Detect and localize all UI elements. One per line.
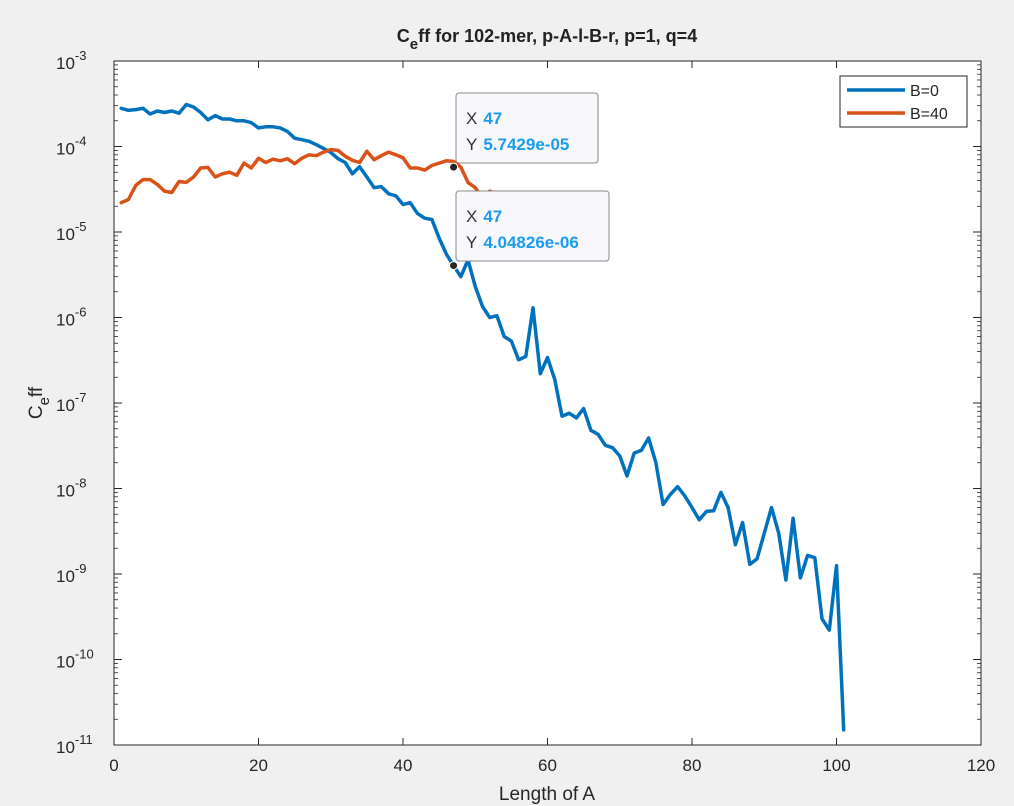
legend-label-b40: B=40 <box>910 106 948 123</box>
x-tick-label: 120 <box>967 756 995 775</box>
y-tick-label: 10-9 <box>56 561 86 586</box>
datatip-b0[interactable]: X 47 Y 4.04826e-06 <box>455 190 610 262</box>
y-tick-label: 10-4 <box>56 134 86 159</box>
y-tick-labels: 10-3 10-4 10-5 10-6 10-7 10-8 10-9 10-10 10-11 <box>56 48 94 757</box>
x-tick-label: 60 <box>538 756 557 775</box>
x-axis-label: Length of A <box>499 784 595 805</box>
datatip-box <box>455 92 599 164</box>
axis-ticks <box>113 60 982 746</box>
datatip-marker-b40[interactable] <box>449 162 459 172</box>
plot-area[interactable] <box>113 60 982 746</box>
y-tick-label: 10-3 <box>56 48 86 73</box>
x-tick-label: 0 <box>109 756 118 775</box>
datatip-b40[interactable]: X 47 Y 5.7429e-05 <box>455 92 599 164</box>
y-tick-label: 10-11 <box>56 732 93 757</box>
datatip-y-row: Y 5.7429e-05 <box>466 135 569 154</box>
x-tick-label: 20 <box>249 756 268 775</box>
y-tick-label: 10-8 <box>56 476 86 501</box>
y-axis-label: Ceff <box>26 386 53 419</box>
legend[interactable]: B=0 B=40 <box>839 75 968 128</box>
y-tick-label: 10-7 <box>56 390 86 415</box>
chart-title: Ceff for 102-mer, p-A-l-B-r, p=1, q=4 <box>397 26 697 53</box>
legend-label-b0: B=0 <box>910 83 939 100</box>
series-line-b0 <box>119 102 846 732</box>
x-tick-label: 100 <box>822 756 850 775</box>
y-tick-label: 10-10 <box>56 647 94 672</box>
datatip-marker-b0[interactable] <box>449 261 459 271</box>
legend-box <box>839 75 968 128</box>
x-tick-labels: 0 20 40 60 80 100 120 <box>109 756 995 775</box>
datatip-y-row: Y 4.04826e-06 <box>466 233 579 252</box>
y-tick-label: 10-5 <box>56 219 86 244</box>
x-tick-label: 40 <box>394 756 413 775</box>
datatip-x-row: X 47 <box>466 109 502 128</box>
y-tick-label: 10-6 <box>56 305 86 330</box>
x-tick-label: 80 <box>683 756 702 775</box>
datatip-box <box>455 190 610 262</box>
datatip-x-row: X 47 <box>466 207 502 226</box>
